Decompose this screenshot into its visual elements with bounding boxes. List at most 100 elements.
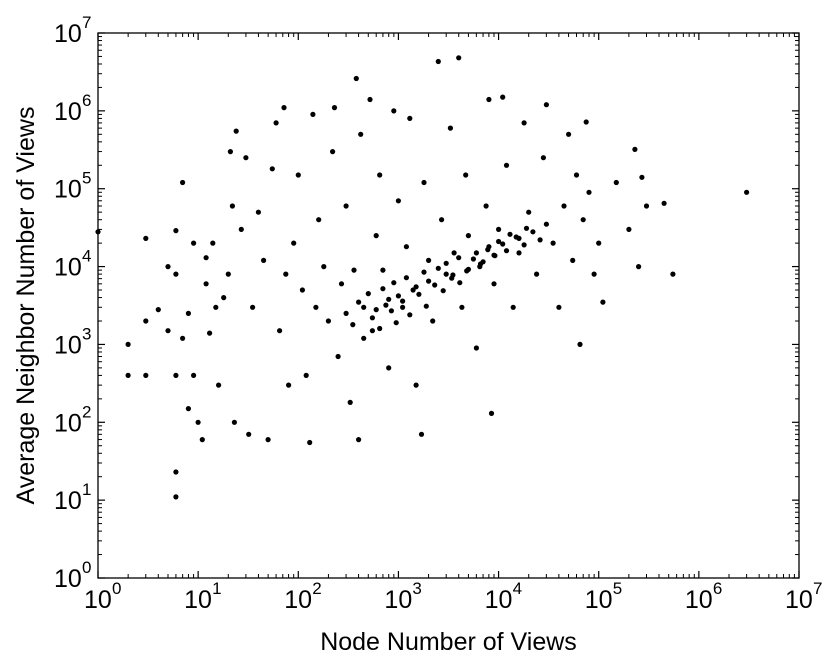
data-point xyxy=(583,119,589,125)
y-tick-exponent: 0 xyxy=(82,558,91,577)
data-point xyxy=(343,203,349,209)
data-point xyxy=(596,240,602,246)
data-point xyxy=(143,372,149,378)
data-point xyxy=(550,240,556,246)
data-point xyxy=(180,179,186,186)
y-tick-exponent: 6 xyxy=(82,91,91,110)
x-tick-base: 10 xyxy=(84,586,112,614)
data-point xyxy=(451,250,457,256)
data-point xyxy=(521,120,527,126)
data-point xyxy=(377,172,383,178)
data-point xyxy=(421,269,427,275)
y-tick-label: 10 4 xyxy=(54,247,91,282)
x-tick-base: 10 xyxy=(284,586,312,614)
y-tick-base: 10 xyxy=(54,565,82,593)
data-point xyxy=(413,284,419,290)
data-point xyxy=(407,312,413,318)
y-tick-base: 10 xyxy=(54,487,82,515)
data-point xyxy=(143,318,149,324)
x-tick-exponent: 5 xyxy=(613,579,622,598)
data-point xyxy=(430,318,436,324)
y-tick-base: 10 xyxy=(54,176,82,204)
data-point xyxy=(391,108,397,114)
data-point xyxy=(207,330,213,336)
data-point xyxy=(580,217,586,223)
y-tick-base: 10 xyxy=(54,409,82,437)
data-point xyxy=(353,75,359,82)
data-point xyxy=(369,328,375,334)
data-point xyxy=(403,275,409,281)
data-point xyxy=(367,96,373,103)
data-point xyxy=(586,189,592,195)
x-tick-base: 10 xyxy=(785,586,813,614)
data-point xyxy=(343,310,349,316)
x-tick-labels: 10 0 10 1 10 2 10 3 10 4 10 5 10 6 10 7 xyxy=(84,579,822,614)
data-point xyxy=(613,179,619,186)
data-point xyxy=(465,233,471,239)
data-point xyxy=(400,304,406,310)
data-point xyxy=(440,288,446,294)
y-tick-label: 10 7 xyxy=(54,13,91,48)
data-point xyxy=(393,320,399,326)
data-point xyxy=(449,275,455,281)
data-point xyxy=(173,494,179,500)
data-point xyxy=(191,240,197,246)
data-point xyxy=(435,58,441,65)
data-point xyxy=(439,217,445,223)
data-point xyxy=(203,281,209,287)
data-point xyxy=(388,308,394,314)
x-tick-label: 10 4 xyxy=(485,579,522,614)
data-point xyxy=(459,304,465,310)
x-tick-label: 10 1 xyxy=(184,579,221,614)
data-point xyxy=(310,111,316,117)
data-point xyxy=(463,172,469,178)
data-point xyxy=(173,228,179,234)
data-point xyxy=(155,307,161,313)
x-tick-label: 10 3 xyxy=(384,579,421,614)
x-axis-label: Node Number of Views xyxy=(320,628,577,656)
data-point xyxy=(426,278,432,284)
data-point xyxy=(231,419,237,425)
data-point xyxy=(636,264,642,270)
data-point xyxy=(380,267,386,273)
data-point xyxy=(464,268,470,274)
data-point xyxy=(456,55,462,61)
data-point xyxy=(361,304,367,310)
data-point xyxy=(269,166,275,172)
data-point xyxy=(295,172,301,178)
data-point xyxy=(530,229,536,235)
data-point xyxy=(143,235,149,241)
data-point xyxy=(413,382,419,388)
data-point xyxy=(281,105,287,111)
data-point xyxy=(386,296,392,302)
data-point xyxy=(243,155,249,161)
data-point xyxy=(225,271,231,277)
data-point xyxy=(591,271,597,277)
data-point xyxy=(443,260,449,266)
data-point xyxy=(180,335,186,341)
data-point xyxy=(227,149,233,155)
data-point xyxy=(377,325,383,332)
data-point xyxy=(470,256,476,262)
data-point xyxy=(307,439,313,446)
y-tick-label: 10 0 xyxy=(54,558,91,593)
data-point xyxy=(421,179,427,186)
data-point xyxy=(507,231,513,237)
y-axis-label: Average Neighbor Number of Views xyxy=(12,107,40,505)
data-point xyxy=(373,307,379,313)
data-point xyxy=(503,162,510,168)
data-point xyxy=(358,131,364,137)
data-point xyxy=(213,304,219,310)
y-tick-exponent: 4 xyxy=(82,247,91,266)
data-point xyxy=(447,125,453,131)
data-point xyxy=(316,217,322,223)
data-point xyxy=(418,431,425,437)
x-tick-exponent: 0 xyxy=(112,579,121,598)
data-point xyxy=(492,253,498,259)
data-point xyxy=(386,365,392,371)
y-tick-exponent: 3 xyxy=(82,324,91,343)
data-point xyxy=(325,318,331,324)
